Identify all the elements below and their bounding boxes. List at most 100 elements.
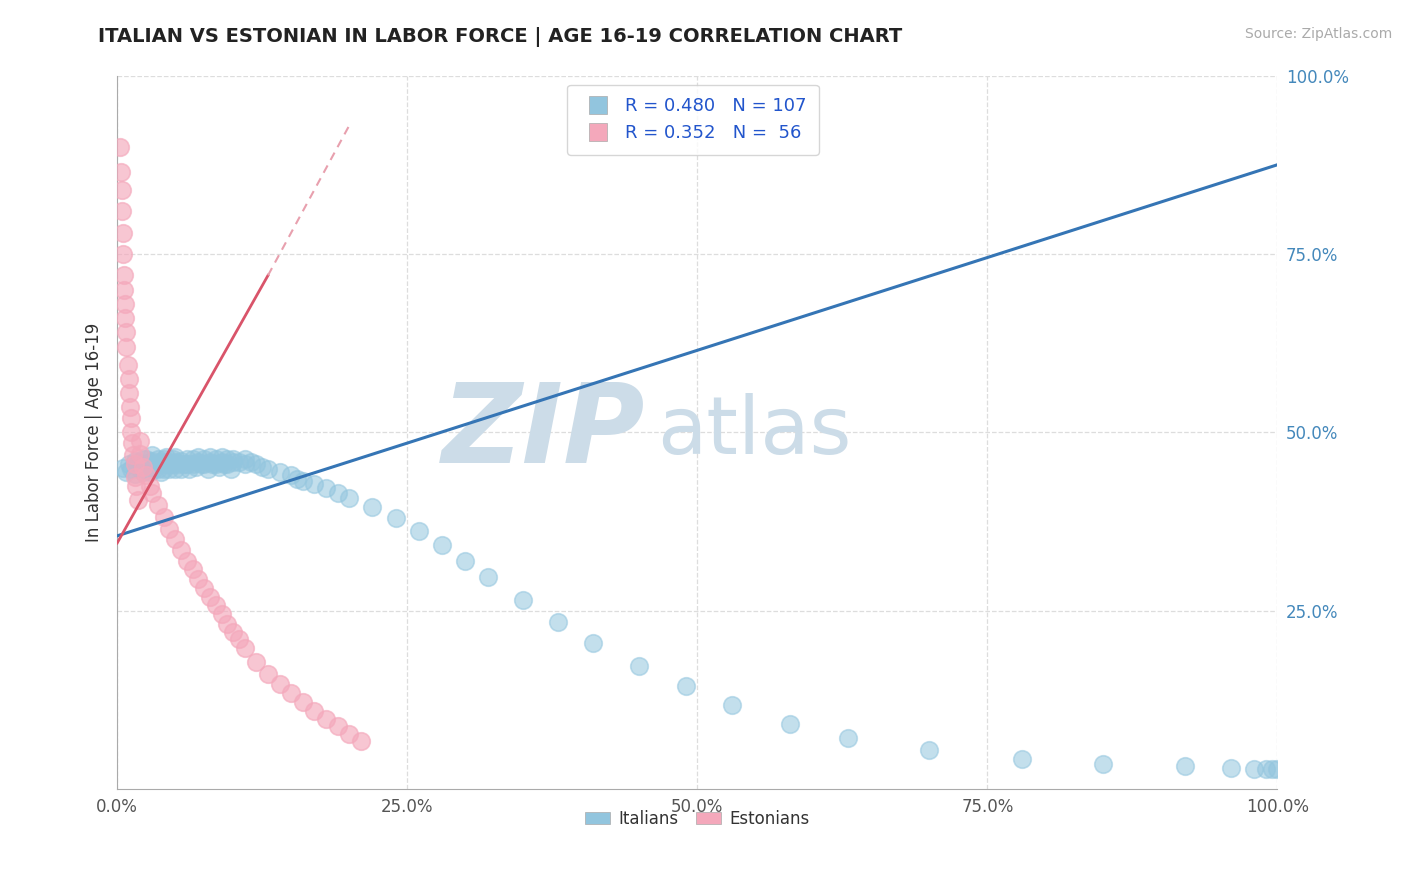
Point bbox=[124, 469, 146, 483]
Point bbox=[257, 462, 280, 476]
Point bbox=[132, 465, 155, 479]
Point bbox=[430, 538, 453, 552]
Point bbox=[152, 509, 174, 524]
Point bbox=[197, 462, 219, 476]
Point bbox=[122, 448, 145, 462]
Point bbox=[112, 268, 135, 283]
Point bbox=[1174, 759, 1197, 773]
Point bbox=[162, 458, 184, 472]
Point bbox=[1254, 762, 1277, 776]
Point bbox=[208, 459, 231, 474]
Point bbox=[138, 479, 160, 493]
Point bbox=[1011, 752, 1033, 766]
Point bbox=[115, 326, 138, 340]
Point bbox=[779, 716, 801, 731]
Point bbox=[118, 401, 141, 415]
Point bbox=[918, 743, 941, 757]
Point bbox=[127, 493, 149, 508]
Point bbox=[222, 625, 245, 640]
Point bbox=[222, 452, 245, 467]
Point bbox=[157, 522, 180, 536]
Point bbox=[315, 712, 337, 726]
Point bbox=[152, 452, 174, 467]
Point bbox=[721, 698, 744, 712]
Point bbox=[179, 462, 201, 476]
Point bbox=[1267, 762, 1289, 776]
Point bbox=[233, 458, 256, 472]
Point bbox=[193, 458, 215, 472]
Point bbox=[233, 640, 256, 655]
Point bbox=[245, 458, 267, 472]
Point bbox=[115, 465, 138, 479]
Point bbox=[285, 472, 308, 486]
Point bbox=[212, 458, 235, 472]
Point bbox=[124, 454, 146, 468]
Point bbox=[166, 458, 188, 472]
Point bbox=[280, 686, 302, 700]
Point bbox=[326, 486, 349, 500]
Point bbox=[152, 462, 174, 476]
Point bbox=[114, 297, 136, 311]
Point bbox=[141, 459, 163, 474]
Point bbox=[111, 183, 134, 197]
Point bbox=[547, 615, 569, 629]
Point bbox=[165, 533, 187, 547]
Point bbox=[252, 459, 274, 474]
Point bbox=[384, 511, 406, 525]
Point bbox=[146, 458, 169, 472]
Point bbox=[132, 452, 155, 467]
Point bbox=[112, 283, 135, 297]
Point bbox=[129, 447, 152, 461]
Point bbox=[127, 459, 149, 474]
Point bbox=[135, 452, 157, 467]
Point bbox=[280, 468, 302, 483]
Point bbox=[315, 481, 337, 495]
Point bbox=[165, 455, 187, 469]
Text: ITALIAN VS ESTONIAN IN LABOR FORCE | AGE 16-19 CORRELATION CHART: ITALIAN VS ESTONIAN IN LABOR FORCE | AGE… bbox=[98, 27, 903, 46]
Point bbox=[125, 479, 148, 493]
Text: Source: ZipAtlas.com: Source: ZipAtlas.com bbox=[1244, 27, 1392, 41]
Point bbox=[184, 459, 207, 474]
Point bbox=[117, 358, 139, 372]
Point bbox=[176, 458, 198, 472]
Point bbox=[204, 452, 226, 467]
Text: ZIP: ZIP bbox=[441, 379, 645, 486]
Point bbox=[1243, 762, 1265, 776]
Point bbox=[138, 455, 160, 469]
Point bbox=[628, 659, 651, 673]
Point bbox=[150, 465, 173, 479]
Point bbox=[120, 411, 142, 425]
Point bbox=[176, 452, 198, 467]
Point bbox=[111, 204, 134, 219]
Point bbox=[187, 450, 209, 465]
Point bbox=[111, 247, 134, 261]
Point bbox=[326, 719, 349, 733]
Point bbox=[108, 140, 131, 154]
Point bbox=[239, 455, 262, 469]
Point bbox=[152, 458, 174, 472]
Point bbox=[187, 455, 209, 469]
Point bbox=[350, 733, 373, 747]
Point bbox=[162, 452, 184, 467]
Point bbox=[233, 452, 256, 467]
Point bbox=[217, 616, 239, 631]
Point bbox=[211, 607, 233, 622]
Point bbox=[118, 372, 141, 386]
Point bbox=[170, 462, 193, 476]
Point bbox=[201, 458, 224, 472]
Point bbox=[129, 458, 152, 472]
Point bbox=[193, 581, 215, 595]
Point bbox=[121, 436, 143, 450]
Point bbox=[138, 465, 160, 479]
Point bbox=[181, 452, 204, 467]
Point bbox=[291, 474, 314, 488]
Point bbox=[257, 666, 280, 681]
Point bbox=[228, 632, 250, 647]
Point bbox=[198, 590, 221, 604]
Point bbox=[127, 455, 149, 469]
Point bbox=[204, 598, 226, 612]
Point bbox=[146, 462, 169, 476]
Point bbox=[245, 655, 267, 669]
Point bbox=[132, 459, 155, 474]
Point bbox=[361, 500, 384, 515]
